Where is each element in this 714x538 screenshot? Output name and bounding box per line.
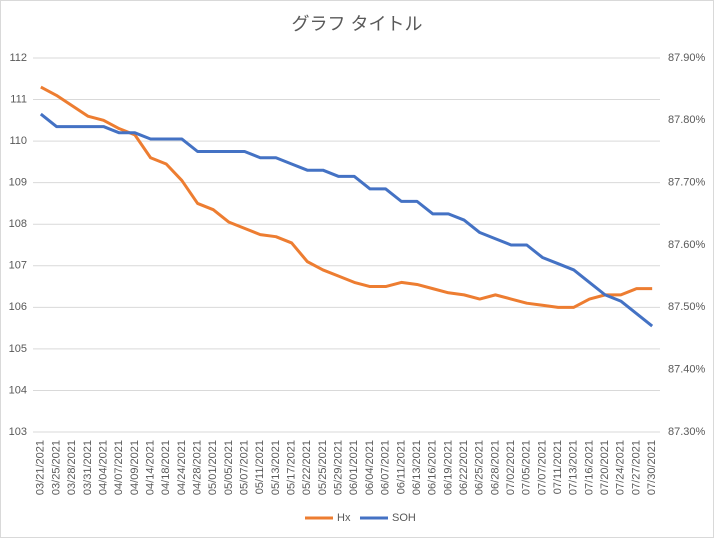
y-tick-label: 106	[9, 301, 27, 313]
x-tick-label: 06/22/2021	[458, 440, 470, 495]
x-tick-label: 07/27/2021	[630, 440, 642, 495]
x-tick-label: 07/11/2021	[552, 440, 564, 494]
legend-label: SOH	[392, 512, 416, 524]
x-tick-label: 07/16/2021	[583, 440, 595, 495]
x-tick-label: 07/24/2021	[615, 440, 627, 495]
chart-title: グラフ タイトル	[291, 14, 422, 34]
y2-tick-label: 87.80%	[668, 114, 706, 126]
y-tick-label: 104	[9, 384, 27, 396]
y-tick-label: 103	[9, 426, 27, 438]
x-tick-label: 07/13/2021	[568, 440, 580, 495]
y2-tick-label: 87.50%	[668, 301, 706, 313]
x-tick-label: 05/01/2021	[207, 440, 219, 495]
y-tick-label: 108	[9, 218, 27, 230]
x-tick-label: 06/19/2021	[442, 440, 454, 495]
x-tick-label: 03/28/2021	[66, 440, 78, 495]
x-tick-label: 07/20/2021	[599, 440, 611, 495]
x-tick-label: 05/22/2021	[301, 440, 313, 495]
series-line	[40, 85, 653, 309]
y2-tick-label: 87.60%	[668, 239, 706, 251]
series-line	[39, 112, 654, 328]
x-tick-label: 06/11/2021	[395, 440, 407, 494]
x-tick-label: 04/07/2021	[113, 440, 125, 495]
y2-tick-label: 87.90%	[668, 52, 706, 64]
x-tick-label: 06/13/2021	[411, 440, 423, 495]
x-tick-label: 07/02/2021	[505, 440, 517, 495]
x-tick-label: 07/30/2021	[646, 440, 658, 495]
legend-label: Hx	[337, 512, 351, 524]
y2-tick-label: 87.70%	[668, 177, 706, 189]
y-tick-label: 107	[9, 260, 27, 272]
x-tick-label: 07/07/2021	[536, 440, 548, 495]
x-tick-label: 05/29/2021	[333, 440, 345, 495]
x-tick-label: 05/17/2021	[286, 440, 298, 495]
x-tick-label: 05/11/2021	[254, 440, 266, 494]
x-tick-label: 04/09/2021	[129, 440, 141, 495]
y-tick-label: 112	[9, 52, 27, 64]
x-tick-label: 03/21/2021	[35, 440, 47, 495]
x-tick-label: 04/18/2021	[160, 440, 172, 495]
x-tick-label: 05/07/2021	[239, 440, 251, 495]
y-tick-label: 105	[9, 343, 27, 355]
x-tick-label: 05/13/2021	[270, 440, 282, 495]
x-tick-label: 06/01/2021	[348, 440, 360, 495]
x-tick-label: 03/25/2021	[50, 440, 62, 495]
x-tick-label: 04/14/2021	[144, 440, 156, 495]
x-tick-label: 04/24/2021	[176, 440, 188, 495]
x-tick-label: 06/25/2021	[474, 440, 486, 495]
y2-tick-label: 87.40%	[668, 364, 706, 376]
x-tick-label: 06/07/2021	[380, 440, 392, 495]
x-tick-label: 06/04/2021	[364, 440, 376, 495]
x-tick-label: 04/28/2021	[191, 440, 203, 495]
y-tick-label: 110	[9, 135, 27, 147]
x-tick-label: 07/05/2021	[521, 440, 533, 495]
x-tick-label: 06/16/2021	[427, 440, 439, 495]
y-tick-label: 109	[9, 177, 27, 189]
y-tick-label: 111	[10, 93, 27, 105]
y2-tick-label: 87.30%	[668, 426, 706, 438]
x-tick-label: 06/28/2021	[489, 440, 501, 495]
x-tick-label: 05/05/2021	[223, 440, 235, 495]
x-tick-label: 03/31/2021	[82, 440, 94, 495]
x-tick-label: 05/25/2021	[317, 440, 329, 495]
x-tick-label: 04/04/2021	[97, 440, 109, 495]
